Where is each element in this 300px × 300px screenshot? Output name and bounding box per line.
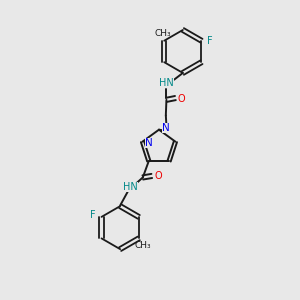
Text: O: O bbox=[155, 171, 162, 181]
Text: F: F bbox=[207, 36, 213, 46]
Text: F: F bbox=[90, 210, 96, 220]
Text: HN: HN bbox=[159, 78, 174, 88]
Text: CH₃: CH₃ bbox=[135, 242, 152, 250]
Text: O: O bbox=[178, 94, 185, 104]
Text: N: N bbox=[145, 138, 153, 148]
Text: HN: HN bbox=[123, 182, 138, 192]
Text: CH₃: CH₃ bbox=[154, 29, 171, 38]
Text: N: N bbox=[162, 123, 170, 133]
